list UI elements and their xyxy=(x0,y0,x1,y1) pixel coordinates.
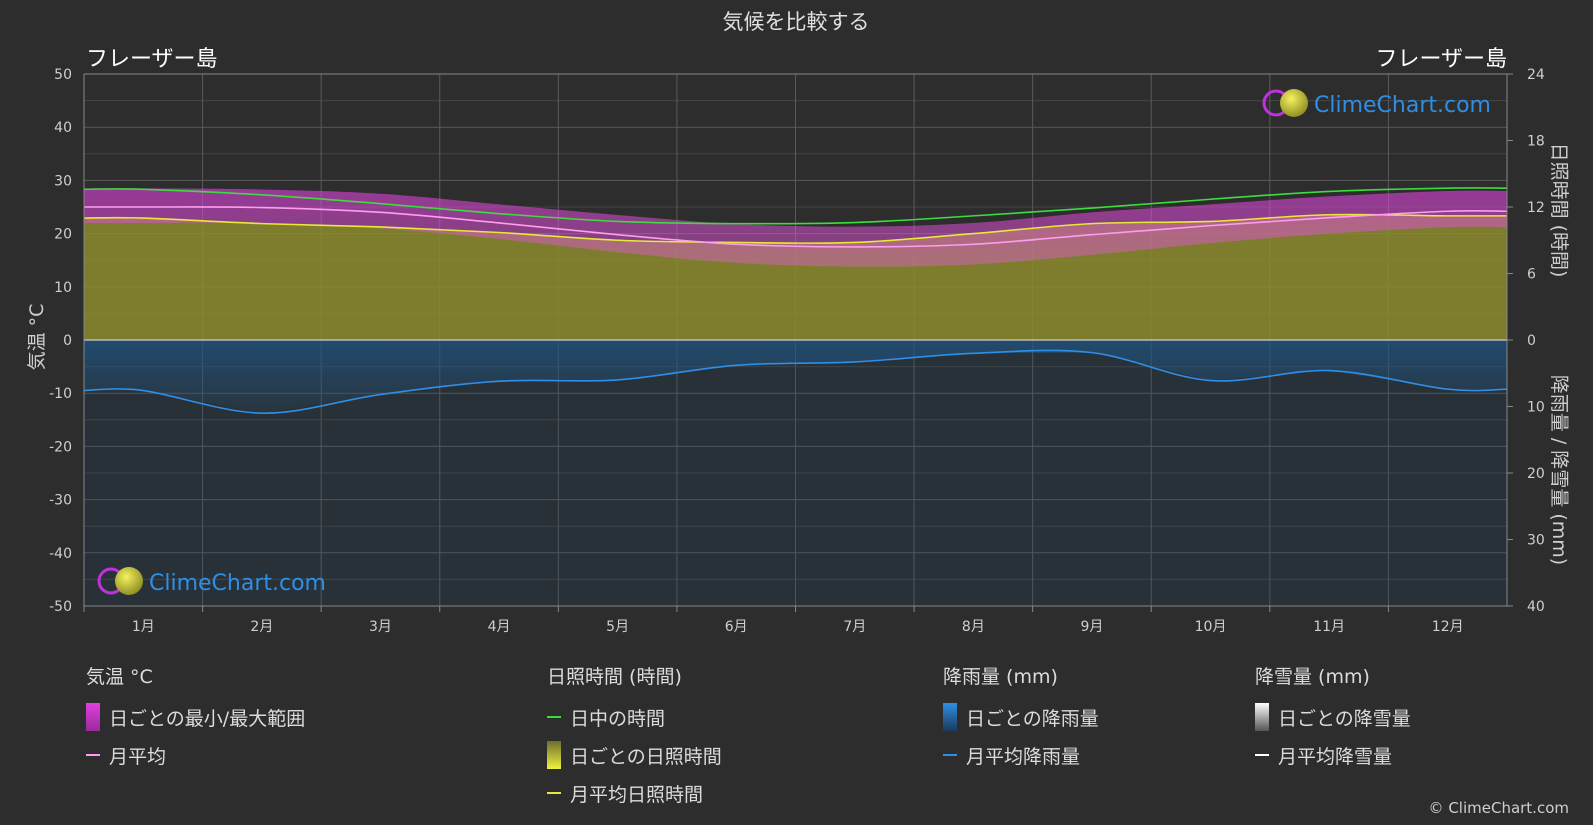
temp-avg-line-icon xyxy=(86,754,100,756)
snow-avg-line-icon xyxy=(1255,754,1269,756)
y-right-bottom-tick-label: 40 xyxy=(1527,599,1545,615)
x-tick-label: 2月 xyxy=(250,619,273,635)
legend-snow: 降雪量 (mm) 日ごとの降雪量 月平均降雪量 xyxy=(1255,662,1411,774)
copyright: © ClimeChart.com xyxy=(1428,799,1569,817)
y-left-tick-label: 10 xyxy=(54,280,72,296)
sunshine-swatch-icon xyxy=(547,741,561,769)
y-right-bottom-axis-label: 降雨量 / 降雪量 (mm) xyxy=(1548,375,1570,565)
legend-label: 月平均日照時間 xyxy=(570,783,704,806)
legend-item: 日ごとの最小/最大範囲 xyxy=(86,698,305,736)
rain-avg-line-icon xyxy=(943,754,957,756)
y-right-top-tick-label: 0 xyxy=(1527,333,1536,349)
y-left-tick-label: -20 xyxy=(49,439,72,455)
legend-header: 降雨量 (mm) xyxy=(943,666,1058,688)
temperature-avg-line xyxy=(83,206,1508,248)
y-left-tick-label: -30 xyxy=(49,493,72,509)
legend-rain: 降雨量 (mm) 日ごとの降雨量 月平均降雨量 xyxy=(943,662,1099,774)
y-left-tick-label: 40 xyxy=(54,120,72,136)
temp-range-swatch-icon xyxy=(86,703,100,731)
x-tick-label: 5月 xyxy=(606,619,629,635)
rain-area xyxy=(84,340,1507,414)
sunshine-avg-line xyxy=(83,213,1508,245)
x-tick-label: 10月 xyxy=(1195,619,1227,635)
logo-text: ClimeChart.com xyxy=(1314,93,1491,118)
x-tick-label: 8月 xyxy=(962,619,985,635)
y-right-top-axis-label: 日照時間 (時間) xyxy=(1548,143,1570,278)
logo-bottom[interactable]: ClimeChart.com xyxy=(97,567,326,596)
logo-sun-icon xyxy=(1280,89,1308,117)
y-left-tick-label: -10 xyxy=(49,386,72,402)
logo-sun-icon xyxy=(115,567,143,595)
y-left-tick-label: 20 xyxy=(54,227,72,243)
legend-item: 月平均 xyxy=(86,736,305,774)
location-right: フレーザー島 xyxy=(1375,47,1507,72)
legend-sunshine: 日照時間 (時間) 日中の時間 日ごとの日照時間 月平均日照時間 xyxy=(547,662,722,812)
snow-swatch-icon xyxy=(1255,703,1269,731)
legend-label: 日ごとの降雨量 xyxy=(966,707,1099,730)
y-left-tick-label: 30 xyxy=(54,173,72,189)
legend-label: 月平均 xyxy=(109,745,167,768)
y-right-top-tick-label: 24 xyxy=(1527,67,1545,83)
y-right-top-tick-label: 6 xyxy=(1527,267,1536,283)
x-tick-label: 4月 xyxy=(488,619,511,635)
data-lines xyxy=(83,187,1508,414)
rain-daily-area xyxy=(84,340,1507,606)
x-tick-label: 3月 xyxy=(369,619,392,635)
logo-top[interactable]: ClimeChart.com xyxy=(1262,89,1491,118)
legend-label: 月平均降雪量 xyxy=(1278,745,1393,768)
daylight-line-icon xyxy=(547,716,561,718)
legend-header: 日照時間 (時間) xyxy=(547,666,682,688)
x-tick-label: 6月 xyxy=(725,619,748,635)
logo-text: ClimeChart.com xyxy=(149,571,326,596)
legend-item: 日ごとの降雨量 xyxy=(943,698,1099,736)
temperature-range-band xyxy=(84,188,1507,267)
legend-item: 月平均降雨量 xyxy=(943,736,1099,774)
legend-item: 月平均降雪量 xyxy=(1255,736,1411,774)
legend-header: 気温 °C xyxy=(86,666,153,688)
x-tick-label: 9月 xyxy=(1080,619,1103,635)
legend-label: 日中の時間 xyxy=(570,707,666,730)
x-tick-label: 11月 xyxy=(1313,619,1345,635)
legend-label: 月平均降雨量 xyxy=(966,745,1081,768)
legend-label: 日ごとの降雪量 xyxy=(1278,707,1411,730)
legend-header: 降雪量 (mm) xyxy=(1255,666,1370,688)
chart-title: 気候を比較する xyxy=(723,10,870,34)
x-tick-label: 7月 xyxy=(843,619,866,635)
y-right-bottom-tick-label: 20 xyxy=(1527,466,1545,482)
y-left-tick-label: 50 xyxy=(54,67,72,83)
legend-label: 日ごとの最小/最大範囲 xyxy=(109,707,306,730)
x-tick-label: 12月 xyxy=(1432,619,1464,635)
legend-item: 月平均日照時間 xyxy=(547,774,722,812)
rain-avg-line xyxy=(83,349,1508,414)
data-areas xyxy=(84,188,1507,606)
daylight-line xyxy=(83,187,1508,225)
legend-temperature: 気温 °C 日ごとの最小/最大範囲 月平均 xyxy=(86,662,305,774)
legend-item: 日中の時間 xyxy=(547,698,722,736)
y-left-tick-label: -50 xyxy=(49,599,72,615)
y-left-axis-label: 気温 °C xyxy=(26,304,48,371)
y-right-top-tick-label: 18 xyxy=(1527,134,1545,150)
y-left-tick-label: -40 xyxy=(49,546,72,562)
y-right-bottom-tick-label: 10 xyxy=(1527,400,1545,416)
y-right-bottom-tick-label: 30 xyxy=(1527,533,1545,549)
legend-label: 日ごとの日照時間 xyxy=(570,745,722,768)
axes: 50 40 30 20 10 0 -10 -20 -30 -40 -50 24 18 12 6 0 10 20 30… xyxy=(49,67,1545,635)
location-left: フレーザー島 xyxy=(86,47,218,72)
sunshine-avg-line-icon xyxy=(547,792,561,794)
x-tick-label: 1月 xyxy=(132,619,155,635)
y-left-tick-label: 0 xyxy=(63,333,72,349)
legend-item: 日ごとの日照時間 xyxy=(547,736,722,774)
rain-swatch-icon xyxy=(943,703,957,731)
legend-item: 日ごとの降雪量 xyxy=(1255,698,1411,736)
y-right-top-tick-label: 12 xyxy=(1527,200,1545,216)
